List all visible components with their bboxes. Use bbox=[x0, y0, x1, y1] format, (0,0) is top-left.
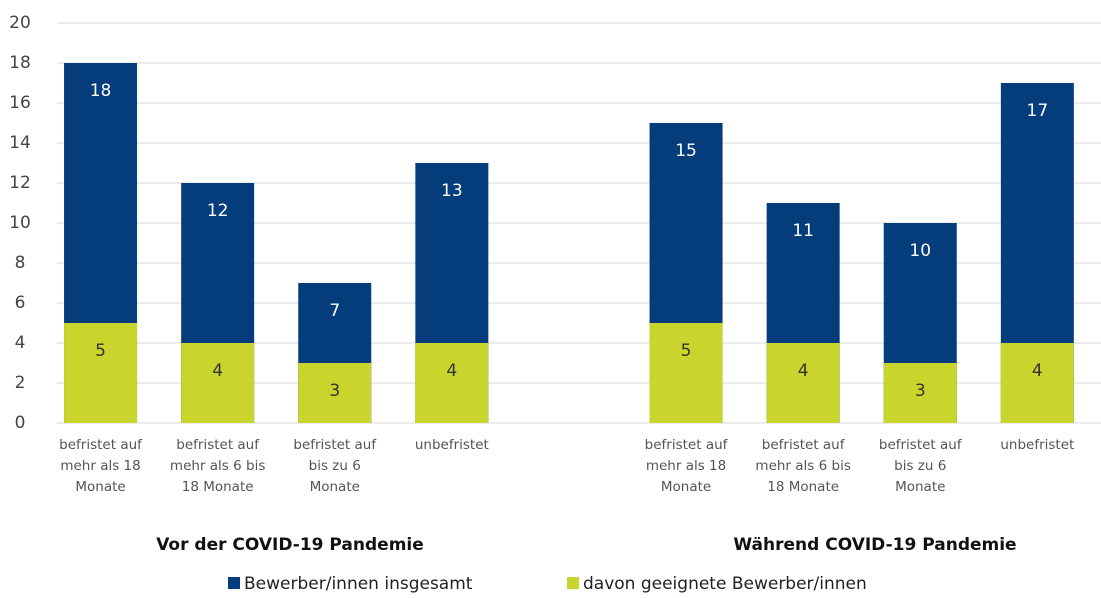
x-tick-label: befristet auf mehr als 6 bis 18 Monate bbox=[169, 437, 266, 495]
y-tick-label: 8 bbox=[15, 253, 26, 273]
bar bbox=[181, 343, 255, 423]
value-label: 3 bbox=[915, 381, 926, 401]
y-tick-label: 10 bbox=[9, 213, 31, 233]
value-label: 3 bbox=[329, 381, 340, 401]
legend-label: Bewerber/innen insgesamt bbox=[244, 574, 473, 594]
x-tick-label: befristet auf mehr als 18 Monate bbox=[644, 437, 728, 495]
value-label: 12 bbox=[207, 201, 229, 221]
x-tick-label: unbefristet bbox=[414, 437, 489, 453]
y-tick-label: 16 bbox=[9, 93, 31, 113]
bar bbox=[649, 323, 723, 423]
y-tick-label: 12 bbox=[9, 173, 31, 193]
value-label: 4 bbox=[446, 361, 457, 381]
legend-swatch bbox=[228, 577, 240, 589]
value-label: 18 bbox=[90, 81, 112, 101]
bar bbox=[883, 363, 957, 423]
x-tick-label: befristet auf mehr als 18 Monate bbox=[59, 437, 142, 495]
y-tick-label: 18 bbox=[9, 53, 31, 73]
value-label: 7 bbox=[329, 301, 340, 321]
group-label: Während COVID-19 Pandemie bbox=[733, 535, 1016, 555]
value-label: 13 bbox=[441, 181, 463, 201]
y-tick-label: 6 bbox=[15, 293, 26, 313]
x-tick-label: befristet auf bis zu 6 Monate bbox=[878, 437, 962, 495]
x-tick-label: befristet auf bis zu 6 Monate bbox=[293, 437, 377, 495]
bar bbox=[298, 363, 372, 423]
value-label: 4 bbox=[1032, 361, 1043, 381]
bar bbox=[1000, 343, 1074, 423]
y-tick-label: 20 bbox=[9, 13, 31, 33]
value-label: 10 bbox=[909, 241, 931, 261]
value-label: 5 bbox=[681, 341, 692, 361]
value-label: 15 bbox=[675, 141, 697, 161]
legend-swatch bbox=[567, 577, 579, 589]
value-label: 11 bbox=[792, 221, 814, 241]
value-label: 4 bbox=[798, 361, 809, 381]
value-label: 17 bbox=[1027, 101, 1049, 121]
group-label: Vor der COVID-19 Pandemie bbox=[156, 535, 424, 555]
bar bbox=[64, 323, 138, 423]
x-tick-label: befristet auf mehr als 6 bis 18 Monate bbox=[755, 437, 851, 495]
legend-label: davon geeignete Bewerber/innen bbox=[583, 574, 867, 594]
bar bbox=[415, 343, 489, 423]
x-tick-label: unbefristet bbox=[1000, 437, 1075, 453]
y-tick-label: 0 bbox=[15, 413, 26, 433]
value-label: 5 bbox=[95, 341, 106, 361]
value-label: 4 bbox=[212, 361, 223, 381]
y-tick-label: 2 bbox=[15, 373, 26, 393]
y-tick-label: 14 bbox=[9, 133, 31, 153]
bar bbox=[766, 343, 840, 423]
y-tick-label: 4 bbox=[15, 333, 26, 353]
